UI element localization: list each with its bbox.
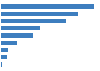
Bar [1,33,34,38]
Bar [1,55,7,59]
Bar [1,19,66,23]
Bar [1,12,78,16]
Bar [1,26,40,30]
Bar [1,62,2,67]
Bar [1,41,17,45]
Bar [1,4,94,9]
Bar [1,48,8,52]
